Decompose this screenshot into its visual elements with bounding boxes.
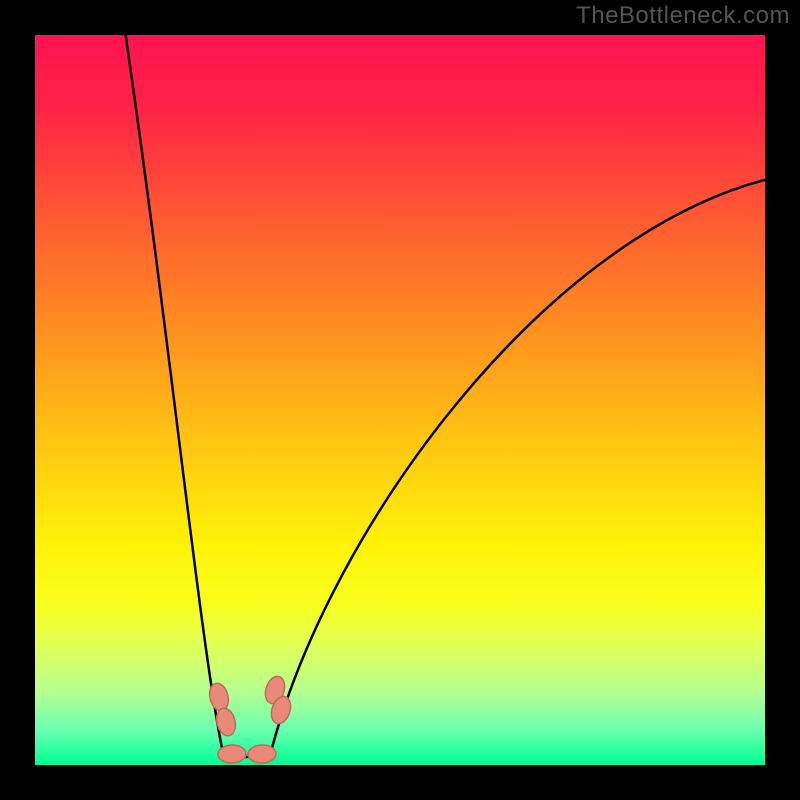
- curve-marker: [248, 745, 277, 764]
- gradient-plot-area: [35, 35, 765, 765]
- watermark-label: TheBottleneck.com: [576, 2, 790, 30]
- curve-marker: [218, 745, 247, 764]
- chart-container: TheBottleneck.com: [0, 0, 800, 800]
- bottleneck-curve-plot: [0, 0, 800, 800]
